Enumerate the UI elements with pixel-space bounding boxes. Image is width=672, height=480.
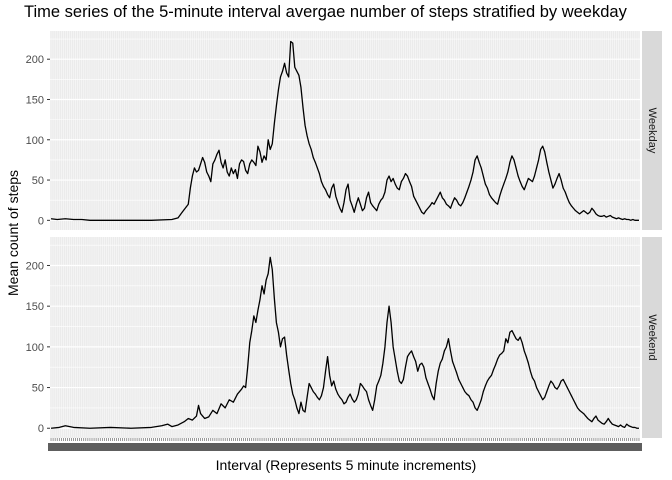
- facet-strip-weekend: [642, 237, 662, 438]
- y-tick-label-weekend: 100: [26, 342, 44, 354]
- y-axis-title: Mean count of steps: [5, 170, 21, 296]
- facet-strip-weekday: [642, 31, 662, 230]
- series-line-weekend: [50, 256, 639, 429]
- facet-strip-label-weekday: Weekday: [646, 108, 658, 154]
- x-gridlines-weekend: [50, 237, 640, 438]
- series-line-weekday: [50, 40, 639, 221]
- panel-weekday: 0 50 100 150 200 Weekday: [26, 31, 662, 230]
- panel-weekend: 0 50 100 150 200 Weekend: [26, 237, 662, 438]
- y-tick-label-weekend: 150: [26, 301, 44, 313]
- chart-title: Time series of the 5-minute interval ave…: [24, 3, 627, 21]
- y-tick-label-weekday: 100: [26, 135, 44, 147]
- y-tick-label-weekday: 200: [26, 54, 44, 66]
- x-tick-marks: [50, 438, 640, 441]
- y-tick-label-weekend: 0: [38, 423, 44, 435]
- facet-strip-label-weekend: Weekend: [646, 314, 658, 360]
- facet-panels: 0 50 100 150 200 Weekday 0 50 100 150 200 Weekend: [26, 31, 662, 451]
- y-tick-label-weekday: 150: [26, 94, 44, 106]
- x-tick-labels-overlapping: [48, 443, 642, 451]
- y-tick-label-weekday: 50: [32, 175, 44, 187]
- y-tick-label-weekend: 200: [26, 260, 44, 272]
- y-tick-label-weekend: 50: [32, 383, 44, 395]
- y-tick-label-weekday: 0: [38, 215, 44, 227]
- x-gridlines-weekday: [50, 31, 640, 230]
- x-axis-title: Interval (Represents 5 minute increments…: [216, 457, 477, 473]
- panel-background-weekend: [50, 237, 640, 438]
